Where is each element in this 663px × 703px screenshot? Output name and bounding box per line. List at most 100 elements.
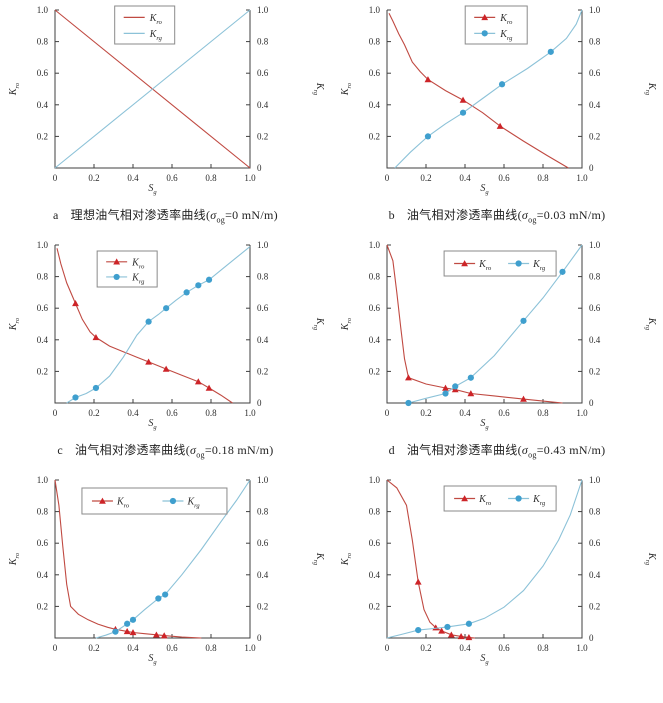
krg-series — [54, 9, 251, 169]
kro-series — [56, 248, 233, 404]
y-right-tick-label: 0.2 — [589, 131, 600, 141]
x-tick-label: 0.8 — [205, 173, 217, 183]
caption-value: =0.03 mN/m) — [536, 208, 606, 222]
kro-curve — [385, 244, 563, 404]
axes: 0 0.2 0.4 0.6 0.8 1.0 1.0 0.8 0.6 0.4 0.2 1.0 0.8 0.6… — [37, 475, 269, 653]
y-left-tick-label: 0.8 — [368, 272, 380, 282]
x-tick-label: 0.6 — [166, 408, 178, 418]
triangle-marker — [160, 632, 168, 639]
y-right-tick-label: 0.6 — [589, 68, 601, 78]
circle-marker — [424, 133, 431, 140]
triangle-marker — [145, 358, 152, 365]
caption-paren: ( — [517, 208, 522, 222]
y-left-tick-label: 0.8 — [37, 272, 49, 282]
y-right-tick-label: 1.0 — [589, 5, 601, 15]
x-tick-label: 0.8 — [205, 643, 217, 653]
caption-sigma-sub: og — [216, 215, 226, 225]
axes-frame — [386, 245, 582, 404]
caption-label: d — [388, 443, 395, 457]
circle-marker — [465, 620, 472, 627]
y-right-tick-label: 0.8 — [257, 37, 269, 47]
circle-marker — [183, 289, 190, 296]
triangle-marker — [460, 260, 468, 267]
x-tick-label: 0.8 — [537, 408, 549, 418]
caption-title: 理想油气相对渗透率曲线 — [70, 208, 206, 222]
y-right-tick-label: 0 — [589, 163, 594, 173]
x-tick-label: 1.0 — [576, 643, 588, 653]
triangle-marker — [480, 14, 488, 21]
x-tick-label: 0.4 — [459, 173, 471, 183]
x-tick-label: 0.6 — [498, 643, 510, 653]
chart-b-plot: 0 0.2 0.4 0.6 0.8 1.0 1.0 0.8 0.6 0.4 0.2 1.0 0.8 0.6… — [340, 5, 657, 196]
y-left-axis-label: Kro — [8, 317, 21, 331]
y-right-axis-label: Krg — [312, 317, 325, 331]
legend-box — [114, 5, 176, 45]
axes-frame — [54, 480, 251, 639]
circle-marker — [467, 374, 474, 381]
x-tick-label: 0.2 — [420, 643, 431, 653]
y-left-tick-label: 0.8 — [368, 507, 380, 517]
x-axis-label: Sg — [480, 183, 489, 196]
y-left-tick-label: 0.6 — [368, 303, 380, 313]
krg-curve — [407, 244, 582, 404]
triangle-marker — [205, 384, 213, 391]
y-left-tick-label: 0.4 — [37, 335, 49, 345]
caption-paren: ( — [185, 443, 191, 457]
y-left-axis-label: Kro — [340, 552, 353, 566]
y-right-tick-label: 0.6 — [589, 303, 601, 313]
caption-sigma-sub: og — [528, 215, 537, 225]
y-right-tick-label: 0 — [257, 398, 262, 408]
circle-marker — [515, 260, 522, 267]
krg-series — [393, 9, 583, 169]
circle-marker — [451, 383, 458, 390]
x-tick-label: 0 — [53, 408, 58, 418]
y-right-tick-label: 0.2 — [589, 601, 600, 611]
x-tick-label: 0.4 — [127, 173, 139, 183]
y-left-tick-label: 0.8 — [37, 37, 49, 47]
caption-title: 油气相对渗透率曲线 — [406, 443, 518, 457]
chart-d-plot: 0 0.2 0.4 0.6 0.8 1.0 1.0 0.8 0.6 0.4 0.2 1.0 0.8 0.6… — [340, 240, 657, 431]
triangle-marker — [194, 378, 202, 385]
caption-sigma-sub: og — [196, 450, 205, 460]
y-left-tick-label: 0.4 — [37, 570, 49, 580]
krg-curve — [54, 9, 251, 169]
y-right-tick-label: 0.4 — [589, 100, 601, 110]
y-right-tick-label: 0.4 — [257, 570, 269, 580]
y-right-tick-label: 0 — [257, 633, 262, 643]
axes: 0 0.2 0.4 0.6 0.8 1.0 1.0 0.8 0.6 0.4 0.2 1.0 0.8 0.6… — [368, 5, 600, 183]
y-left-tick-label: 0.2 — [37, 601, 48, 611]
caption-title: 油气相对渗透率曲线 — [75, 443, 186, 457]
y-left-tick-label: 0.2 — [368, 601, 379, 611]
y-left-tick-label: 1.0 — [368, 5, 380, 15]
y-right-tick-label: 0.2 — [257, 131, 268, 141]
triangle-marker — [123, 627, 131, 635]
y-right-tick-label: 0.6 — [589, 538, 601, 548]
x-tick-label: 0 — [384, 173, 389, 183]
triangle-marker — [437, 627, 445, 634]
y-left-tick-label: 0.6 — [368, 68, 380, 78]
x-tick-label: 0.2 — [88, 643, 99, 653]
x-axis-label: Sg — [148, 418, 157, 431]
circle-marker — [519, 317, 527, 324]
caption-sigma-sub: og — [528, 450, 537, 460]
triangle-marker — [424, 76, 431, 83]
chart-f-plot: 0 0.2 0.4 0.6 0.8 1.0 1.0 0.8 0.6 0.4 0.2 1.0 0.8 0.6… — [340, 475, 657, 666]
chart-e: 0 0.2 0.4 0.6 0.8 1.0 1.0 0.8 0.6 0.4 0.2 1.0 0.8 0.6… — [0, 470, 331, 703]
x-tick-label: 0.8 — [537, 643, 549, 653]
chart-f: 0 0.2 0.4 0.6 0.8 1.0 1.0 0.8 0.6 0.4 0.2 1.0 0.8 0.6… — [331, 470, 663, 703]
chart-c-plot: 0 0.2 0.4 0.6 0.8 1.0 1.0 0.8 0.6 0.4 0.2 1.0 0.8 0.6… — [8, 240, 325, 431]
caption-sigma: σ — [521, 208, 529, 222]
y-left-tick-label: 0.2 — [368, 366, 379, 376]
axes: 0 0.2 0.4 0.6 0.8 1.0 1.0 0.8 0.6 0.4 0.2 1.0 0.8 0.6… — [37, 240, 269, 418]
circle-marker — [547, 48, 554, 55]
y-right-axis-label: Krg — [312, 82, 325, 96]
triangle-marker — [129, 629, 137, 636]
caption-value: =0 mN/m) — [225, 208, 278, 222]
x-axis-label: Sg — [148, 183, 157, 196]
kro-series — [386, 479, 475, 641]
circle-marker — [145, 318, 152, 325]
triangle-marker — [441, 384, 449, 391]
triangle-marker — [496, 122, 503, 129]
